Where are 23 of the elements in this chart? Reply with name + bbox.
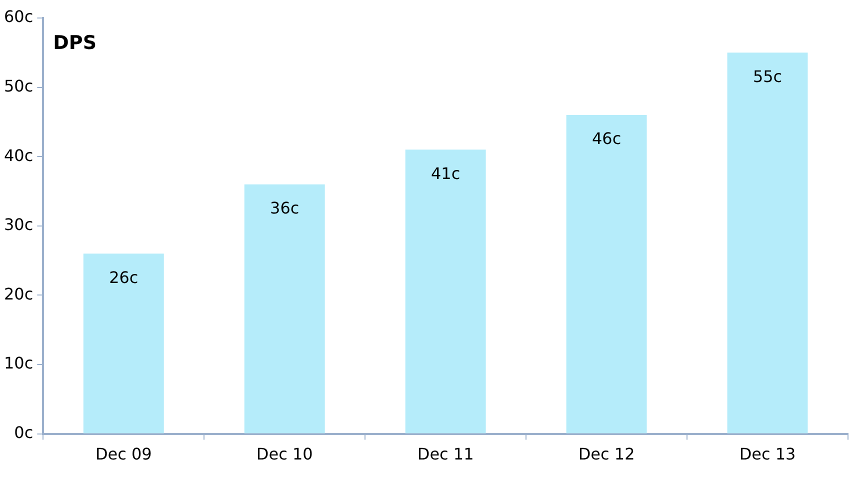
data-label: 46c: [592, 129, 622, 148]
data-label: 36c: [270, 198, 300, 218]
y-tick-label: 20c: [4, 284, 34, 304]
y-tick-label: 10c: [4, 354, 34, 373]
text: DPS: [53, 32, 97, 54]
bar: [566, 115, 647, 434]
y-tick-label: 30c: [4, 215, 34, 234]
x-tick-label: Dec 09: [95, 444, 152, 464]
data-label: 55c: [752, 66, 782, 86]
bar: [83, 254, 164, 434]
data-label: 41c: [431, 164, 460, 183]
x-tick-label: Dec 13: [739, 444, 796, 464]
bar: [727, 52, 808, 434]
y-tick-label: 50c: [4, 76, 34, 96]
x-tick-label: Dec 11: [417, 444, 474, 464]
y-tick-label: 40c: [4, 146, 34, 165]
x-tick-label: Dec 10: [256, 444, 313, 464]
bar: [405, 150, 486, 434]
y-tick-label: 0c: [14, 422, 34, 442]
y-tick-label: 60c: [4, 7, 34, 26]
bar: [244, 184, 325, 434]
data-label: 26c: [109, 268, 138, 287]
x-tick-label: Dec 12: [578, 444, 635, 464]
